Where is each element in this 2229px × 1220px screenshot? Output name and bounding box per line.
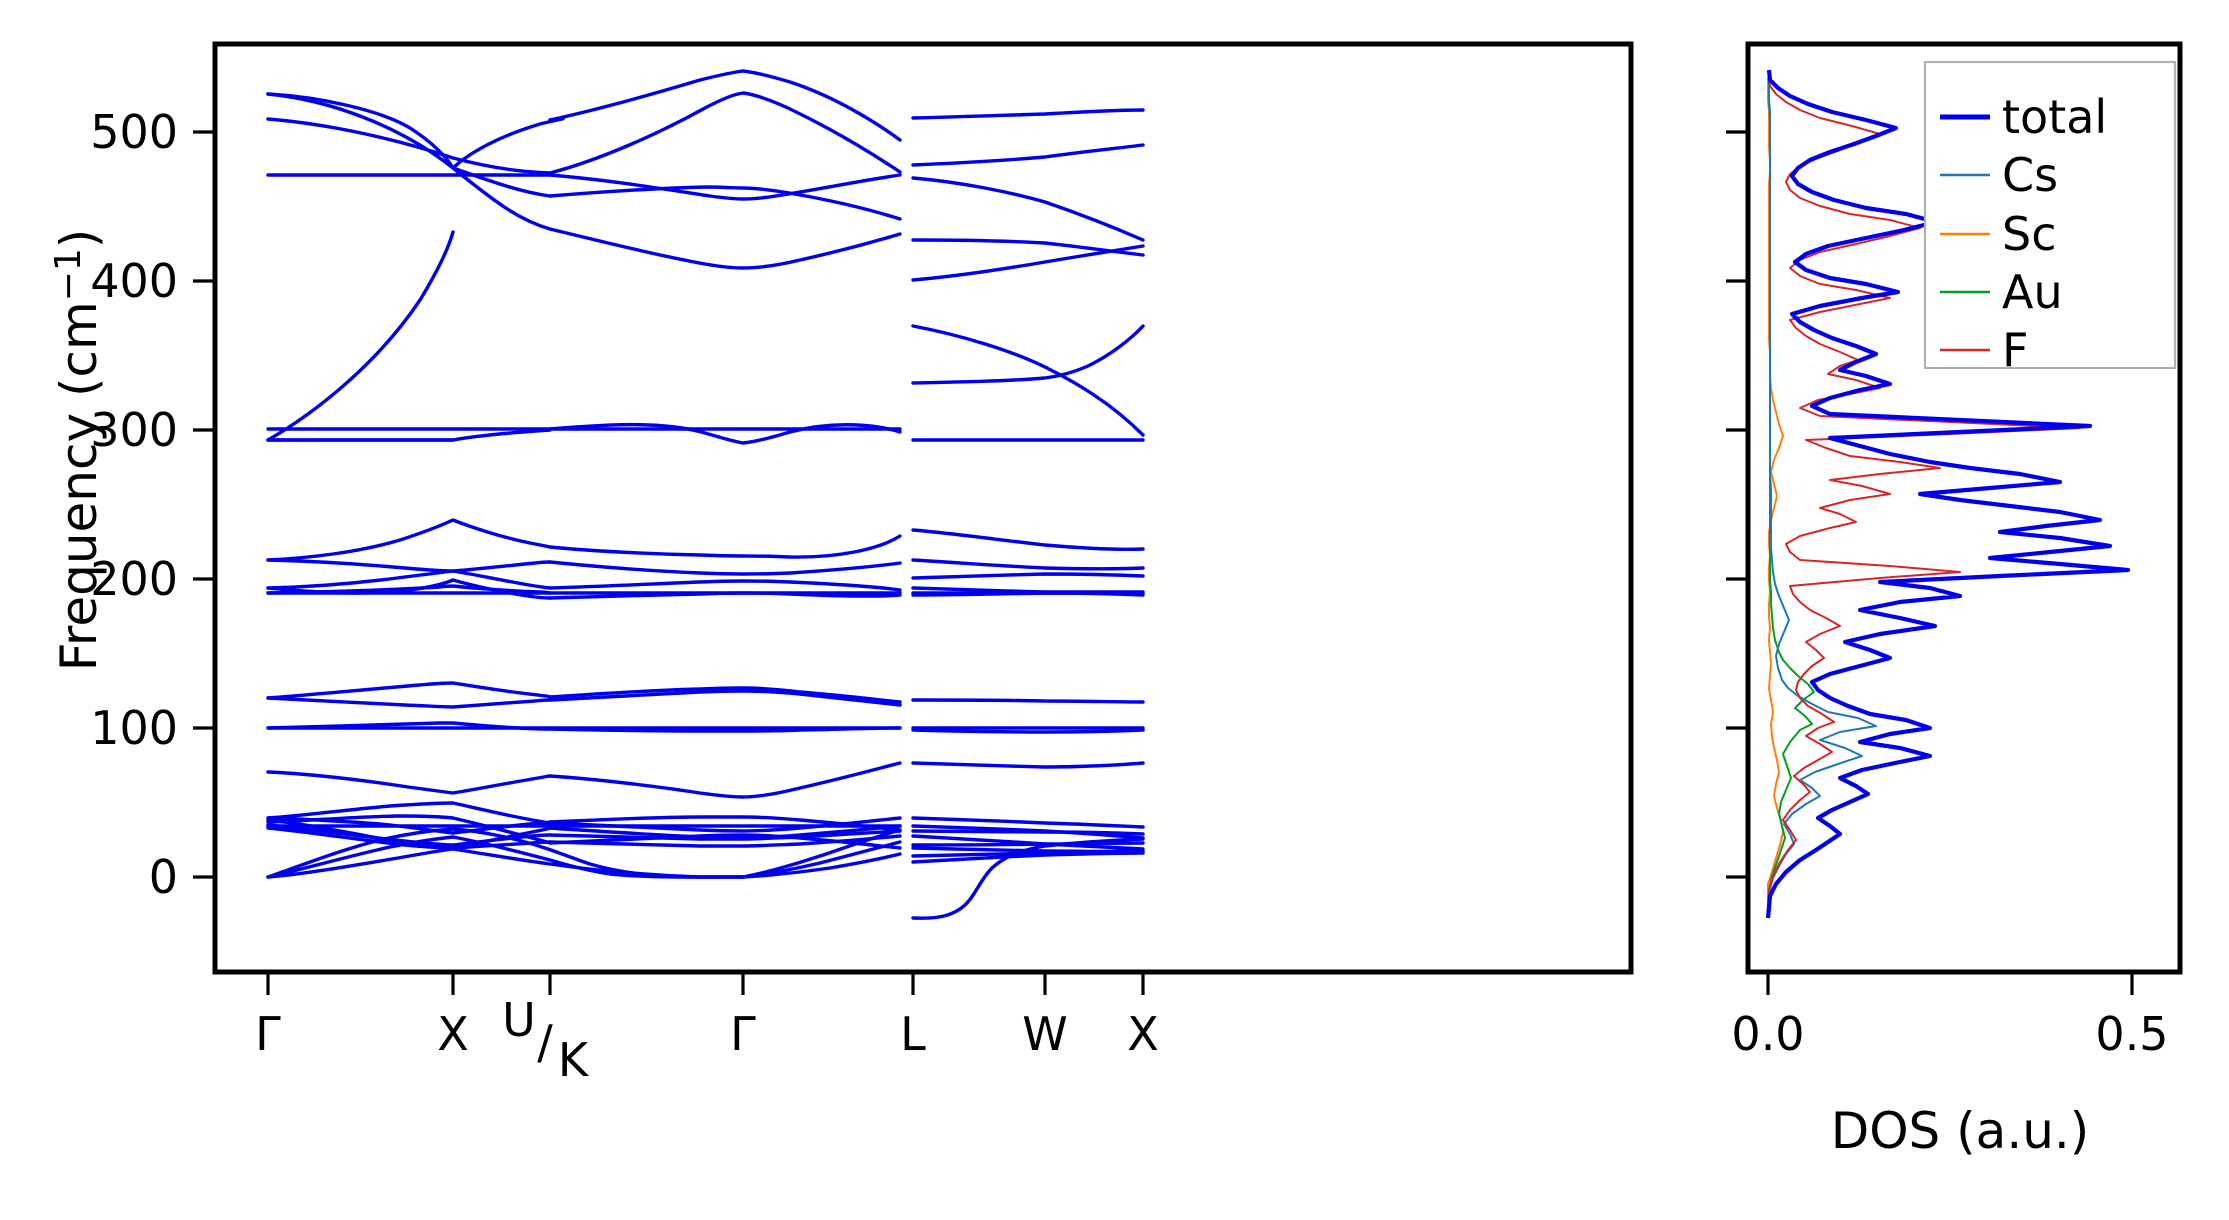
- x-tick-label-gamma-1: Γ: [255, 1007, 281, 1061]
- y-axis-label: Frequency (cm−1): [48, 229, 108, 672]
- y-tick-label-300: 300: [90, 403, 178, 457]
- y-axis-label-text: Frequency (cm: [50, 301, 108, 671]
- legend-label-cs: Cs: [2002, 148, 2058, 202]
- band-y-ticks: [193, 130, 215, 879]
- svg-text:Frequency (cm−1): Frequency (cm−1): [48, 229, 108, 672]
- y-tick-label-400: 400: [90, 254, 178, 308]
- legend-item-f[interactable]: F: [1940, 323, 2028, 377]
- y-axis-label-suffix: ): [50, 229, 108, 249]
- x-tick-label-slash: /: [537, 1015, 553, 1069]
- x-tick-label-w: W: [1022, 1007, 1067, 1061]
- y-tick-label-100: 100: [90, 701, 178, 755]
- dos-x-axis-label: DOS (a.u.): [1831, 1102, 2090, 1160]
- dos-x-ticks: [1766, 972, 2134, 995]
- dos-x-tick-label-0: 0.0: [1731, 1007, 1804, 1061]
- x-tick-label-k: K: [558, 1033, 590, 1087]
- band-panel: 500 400 300 200 100 0 Γ X: [90, 41, 1634, 1087]
- dos-x-tick-labels: 0.0 0.5: [1731, 1007, 2168, 1061]
- legend-item-au[interactable]: Au: [1940, 265, 2063, 319]
- x-tick-label-u-over-k: U / K: [502, 993, 590, 1087]
- band-x-tick-labels: Γ X U / K Γ L W X: [255, 993, 1159, 1087]
- x-tick-label-x-1: X: [437, 1007, 469, 1061]
- x-tick-label-u: U: [502, 993, 536, 1047]
- y-axis-label-exponent: −1: [48, 248, 89, 301]
- x-tick-label-l: L: [900, 1007, 926, 1061]
- legend-box: [1923, 60, 2177, 370]
- legend-label-total: total: [2002, 90, 2107, 144]
- legend-label-f: F: [2002, 323, 2028, 377]
- dos-legend: total Cs Sc Au F: [1923, 60, 2177, 377]
- dos-y-ticks: [1726, 130, 1748, 879]
- legend-item-sc[interactable]: Sc: [1940, 207, 2057, 261]
- x-tick-label-x-2: X: [1127, 1007, 1159, 1061]
- legend-label-au: Au: [2002, 265, 2063, 319]
- legend-label-sc: Sc: [2002, 207, 2057, 261]
- y-tick-label-500: 500: [90, 105, 178, 159]
- dos-panel: 0.0 0.5 DOS (a.u.): [1726, 41, 2183, 1160]
- band-x-ticks: [266, 972, 1145, 995]
- band-y-tick-labels: 500 400 300 200 100 0: [90, 105, 178, 904]
- y-tick-label-200: 200: [90, 552, 178, 606]
- phonon-bands: [266, 69, 1145, 920]
- x-tick-label-gamma-2: Γ: [730, 1007, 756, 1061]
- y-tick-label-0: 0: [149, 850, 178, 904]
- dos-curves: [1765, 69, 2131, 919]
- legend-item-total[interactable]: total: [1940, 90, 2107, 144]
- legend-item-cs[interactable]: Cs: [1940, 148, 2058, 202]
- dos-x-tick-label-05: 0.5: [2095, 1007, 2168, 1061]
